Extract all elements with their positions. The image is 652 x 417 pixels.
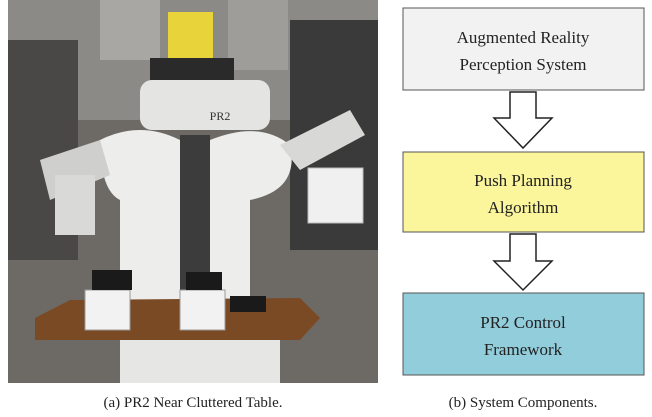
node-label: Algorithm — [488, 198, 559, 217]
caption: (a) PR2 Near Cluttered Table. — [103, 395, 282, 411]
node-label: Perception System — [459, 55, 586, 74]
node-label: Framework — [484, 340, 563, 359]
arrow — [494, 92, 552, 148]
node-label: Push Planning — [474, 171, 572, 190]
figure: PR2 (a) PR2 Near Cluttered Table. Augmen… — [0, 0, 652, 417]
caption: (b) System Components. — [449, 395, 598, 411]
node-box — [403, 293, 644, 375]
node-label: PR2 Control — [480, 313, 566, 332]
node-box — [403, 152, 644, 232]
node-box — [403, 8, 644, 90]
photo: PR2 — [8, 0, 378, 383]
node-label: Augmented Reality — [457, 28, 590, 47]
robot-label: PR2 — [210, 109, 231, 123]
arrow — [494, 234, 552, 290]
